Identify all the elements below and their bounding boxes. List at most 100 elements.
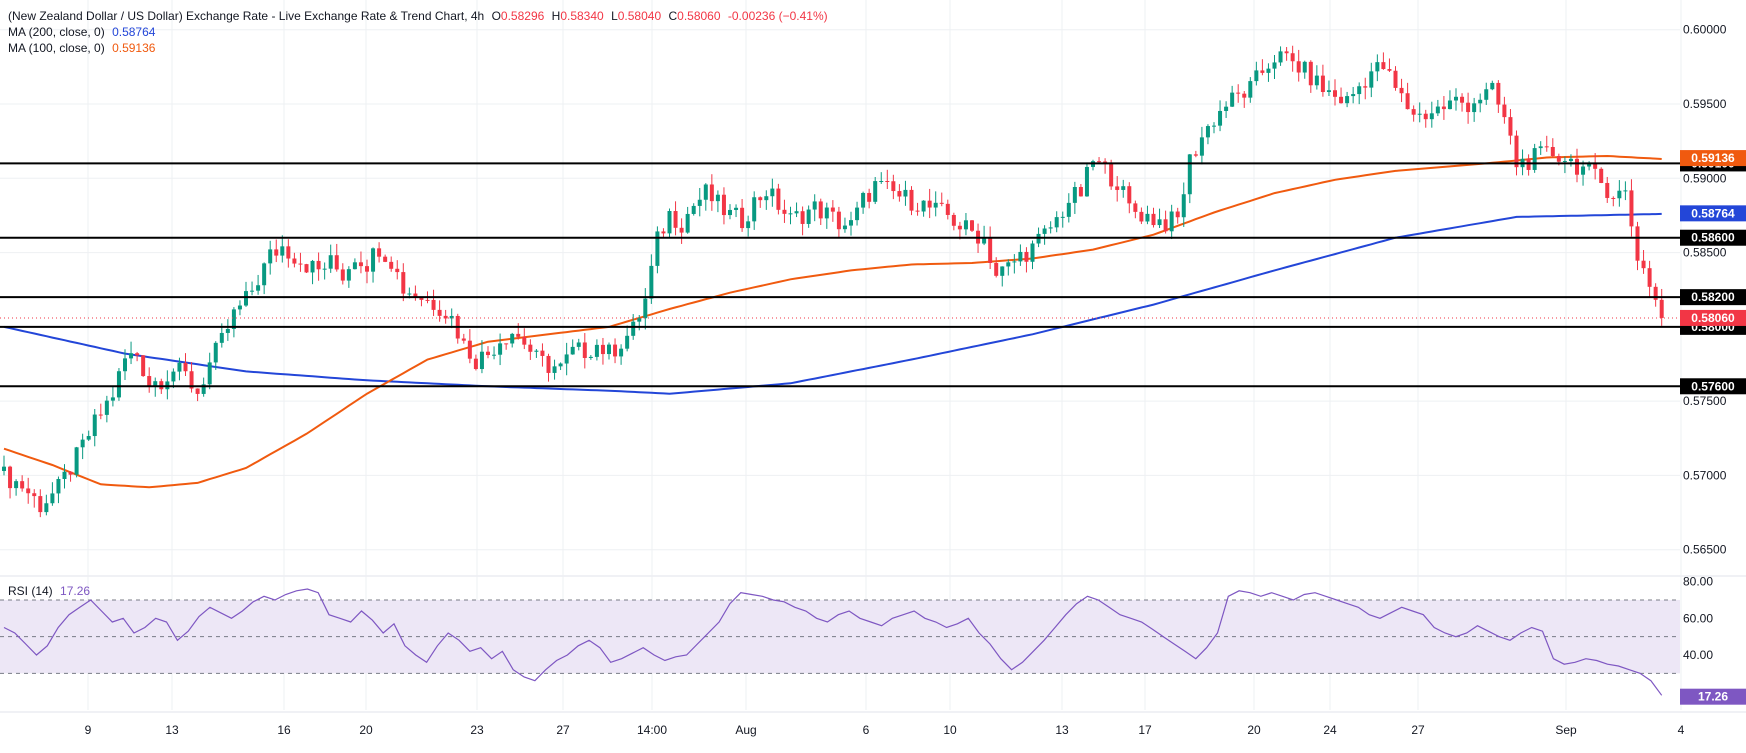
candle-body[interactable] — [1435, 106, 1440, 114]
candle-body[interactable] — [637, 318, 642, 322]
candle-body[interactable] — [697, 199, 702, 206]
candle-body[interactable] — [1641, 260, 1646, 269]
candle-body[interactable] — [383, 256, 388, 262]
candle-body[interactable] — [280, 246, 285, 256]
candle-body[interactable] — [1048, 227, 1053, 229]
candle-body[interactable] — [486, 351, 490, 356]
candle-body[interactable] — [522, 336, 527, 345]
candle-body[interactable] — [1169, 211, 1174, 232]
candle-body[interactable] — [703, 184, 708, 200]
candle-body[interactable] — [1254, 70, 1259, 82]
candle-body[interactable] — [334, 255, 339, 270]
candle-body[interactable] — [1441, 106, 1446, 110]
candle-body[interactable] — [1072, 187, 1077, 203]
candle-body[interactable] — [691, 205, 696, 214]
candle-body[interactable] — [1472, 103, 1477, 113]
candle-body[interactable] — [1205, 126, 1210, 138]
candle-body[interactable] — [74, 447, 79, 475]
candle-body[interactable] — [788, 213, 793, 215]
candle-body[interactable] — [1429, 113, 1434, 120]
candle-body[interactable] — [1550, 146, 1555, 157]
candle-body[interactable] — [395, 268, 400, 273]
candle-body[interactable] — [1139, 211, 1144, 222]
candle-body[interactable] — [171, 371, 176, 382]
candle-body[interactable] — [1599, 168, 1604, 183]
candle-body[interactable] — [80, 439, 85, 448]
candle-body[interactable] — [1320, 75, 1325, 93]
candle-body[interactable] — [1454, 96, 1458, 101]
candle-body[interactable] — [123, 358, 127, 372]
candle-body[interactable] — [449, 315, 454, 319]
candle-body[interactable] — [92, 414, 97, 437]
candle-body[interactable] — [467, 340, 472, 359]
candle-body[interactable] — [498, 343, 503, 355]
candle-body[interactable] — [407, 293, 412, 295]
candle-body[interactable] — [897, 191, 902, 197]
candle-body[interactable] — [1199, 137, 1204, 156]
candle-body[interactable] — [885, 180, 890, 182]
candle-body[interactable] — [225, 328, 230, 333]
candle-body[interactable] — [26, 488, 31, 494]
candle-body[interactable] — [728, 209, 732, 216]
candle-body[interactable] — [1611, 197, 1616, 199]
candle-body[interactable] — [988, 237, 993, 263]
candle-body[interactable] — [1066, 202, 1071, 217]
candle-body[interactable] — [824, 207, 829, 219]
candle-body[interactable] — [1308, 61, 1313, 86]
candle-body[interactable] — [1018, 251, 1023, 262]
candle-body[interactable] — [945, 203, 950, 215]
candle-body[interactable] — [1127, 186, 1132, 204]
candle-body[interactable] — [413, 293, 418, 298]
candle-body[interactable] — [891, 181, 896, 192]
candle-body[interactable] — [1133, 203, 1138, 212]
candle-body[interactable] — [250, 290, 255, 292]
candle-body[interactable] — [1260, 70, 1265, 73]
candle-body[interactable] — [679, 227, 684, 233]
candle-body[interactable] — [631, 321, 636, 336]
candle-body[interactable] — [1556, 156, 1561, 162]
candle-body[interactable] — [1326, 90, 1331, 93]
candle-body[interactable] — [830, 207, 835, 212]
candle-body[interactable] — [909, 189, 914, 211]
candle-body[interactable] — [219, 332, 224, 343]
candle-body[interactable] — [770, 188, 775, 197]
candle-body[interactable] — [721, 194, 726, 216]
candle-body[interactable] — [274, 249, 279, 256]
candle-body[interactable] — [1224, 106, 1229, 111]
candle-body[interactable] — [1405, 93, 1410, 110]
candle-body[interactable] — [927, 200, 932, 208]
candle-body[interactable] — [310, 260, 315, 273]
candle-body[interactable] — [352, 262, 357, 270]
candle-body[interactable] — [201, 384, 206, 394]
candle-body[interactable] — [1514, 135, 1519, 168]
candle-body[interactable] — [1030, 243, 1035, 262]
candle-body[interactable] — [510, 333, 515, 344]
candle-body[interactable] — [401, 272, 406, 294]
candle-body[interactable] — [443, 315, 448, 319]
candle-body[interactable] — [1623, 190, 1628, 192]
candle-body[interactable] — [298, 263, 303, 265]
candle-body[interactable] — [56, 478, 61, 494]
candle-body[interactable] — [715, 194, 720, 202]
candle-body[interactable] — [50, 493, 55, 504]
candle-body[interactable] — [340, 269, 345, 281]
candle-body[interactable] — [879, 180, 884, 182]
candle-body[interactable] — [86, 436, 91, 440]
candle-body[interactable] — [1000, 266, 1005, 276]
candle-body[interactable] — [419, 297, 424, 300]
candle-body[interactable] — [492, 354, 497, 356]
candle-body[interactable] — [153, 381, 158, 387]
candle-body[interactable] — [970, 220, 974, 231]
candle-body[interactable] — [570, 346, 575, 355]
candle-body[interactable] — [564, 354, 569, 364]
candle-body[interactable] — [473, 358, 478, 370]
candle-body[interactable] — [746, 221, 751, 229]
candle-body[interactable] — [1054, 217, 1059, 228]
candle-body[interactable] — [673, 211, 678, 228]
candle-body[interactable] — [1532, 148, 1537, 170]
candle-body[interactable] — [842, 225, 847, 230]
candle-body[interactable] — [1145, 213, 1150, 222]
candle-body[interactable] — [1508, 117, 1513, 136]
candle-body[interactable] — [625, 335, 630, 349]
